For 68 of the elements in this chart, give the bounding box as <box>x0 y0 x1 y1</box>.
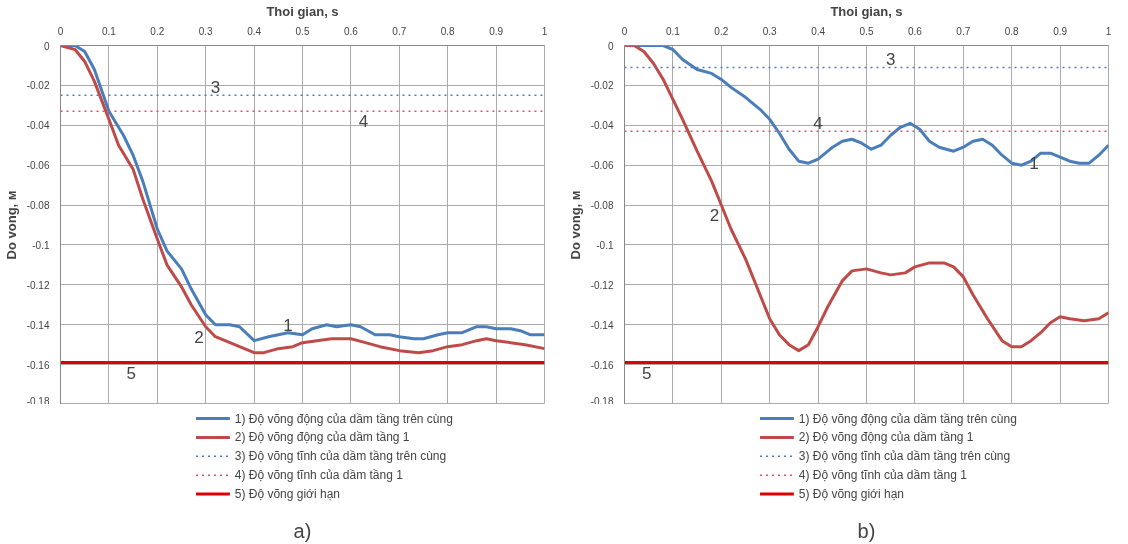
y-tick-label: -0.14 <box>26 319 50 331</box>
text: b) <box>857 519 876 542</box>
annotation: 5 <box>642 363 652 383</box>
x-tick-label: 0.1 <box>101 25 117 37</box>
y-tick-label: -0.06 <box>590 160 614 172</box>
text: a) <box>293 519 312 542</box>
x-tick-label: 0 <box>57 25 64 37</box>
x-tick-label: 0.6 <box>343 25 359 37</box>
x-tick-label: 0.4 <box>247 25 262 37</box>
x-tick-label: 0.5 <box>295 25 310 37</box>
x-tick-label: 0.8 <box>440 25 456 37</box>
y-tick-label: -0.18 <box>590 395 614 407</box>
legend-label: 3) Độ võng tĩnh của dầm tầng trên cùng <box>234 449 447 464</box>
y-tick-label: -0.04 <box>590 120 614 132</box>
annotation: 2 <box>194 327 204 347</box>
x-tick-label: 0.9 <box>1053 25 1068 37</box>
y-tick-label: -0.12 <box>590 279 614 291</box>
legend-label: 5) Độ võng giới hạn <box>234 487 341 502</box>
x-tick-label: 0.3 <box>762 25 778 37</box>
y-tick-label: -0.1 <box>32 239 50 251</box>
legend-label: 2) Độ võng động của dầm tầng 1 <box>798 430 974 445</box>
y-axis-title: Do vong, м <box>567 190 583 260</box>
x-tick-label: 0.7 <box>956 25 971 37</box>
x-tick-label: 0.4 <box>811 25 826 37</box>
legend-label: 4) Độ võng tĩnh của dầm tầng 1 <box>234 468 404 483</box>
y-tick-label: -0.04 <box>26 120 50 132</box>
legend-label: 5) Độ võng giới hạn <box>798 487 905 502</box>
annotation: 3 <box>210 78 221 98</box>
annotation: 1 <box>283 315 293 335</box>
x-axis-title: Thoi gian, s <box>830 3 903 19</box>
annotation: 3 <box>885 50 896 70</box>
y-tick-label: -0.1 <box>596 239 614 251</box>
x-tick-label: 0.5 <box>859 25 874 37</box>
y-tick-label: -0.06 <box>26 160 50 172</box>
legend-label: 4) Độ võng tĩnh của dầm tầng 1 <box>798 468 968 483</box>
x-tick-label: 0.2 <box>714 25 729 37</box>
y-tick-label: -0.02 <box>26 80 50 92</box>
legend-label: 3) Độ võng tĩnh của dầm tầng trên cùng <box>798 449 1011 464</box>
annotation: 1 <box>1029 154 1039 174</box>
legend-label: 1) Độ võng động của dầm tầng trên cùng <box>234 411 453 426</box>
y-tick-label: -0.12 <box>26 279 50 291</box>
y-tick-label: -0.08 <box>26 200 50 212</box>
x-axis-title: Thoi gian, s <box>266 3 339 19</box>
y-tick-label: -0.08 <box>590 200 614 212</box>
y-tick-label: 0 <box>607 40 614 52</box>
x-tick-label: 0 <box>621 25 628 37</box>
annotation: 4 <box>813 114 823 134</box>
x-tick-label: 0.9 <box>489 25 504 37</box>
y-tick-label: 0 <box>43 40 50 52</box>
legend-label: 2) Độ võng động của dầm tầng 1 <box>234 430 410 445</box>
annotation: 4 <box>358 112 369 132</box>
x-tick-label: 0.3 <box>198 25 214 37</box>
x-tick-label: 0.8 <box>1004 25 1020 37</box>
annotation: 5 <box>126 363 136 383</box>
x-tick-label: 1 <box>1105 25 1112 37</box>
y-tick-label: -0.16 <box>590 359 614 371</box>
y-axis-title: Do vong, м <box>3 190 19 260</box>
x-tick-label: 0.2 <box>150 25 165 37</box>
y-tick-label: -0.18 <box>26 395 50 407</box>
x-tick-label: 0.6 <box>907 25 923 37</box>
y-tick-label: -0.14 <box>590 319 614 331</box>
x-tick-label: 0.7 <box>392 25 407 37</box>
x-tick-label: 0.1 <box>665 25 681 37</box>
annotation: 2 <box>709 206 720 226</box>
y-tick-label: -0.02 <box>590 80 614 92</box>
x-tick-label: 1 <box>541 25 548 37</box>
y-tick-label: -0.16 <box>26 359 50 371</box>
legend-label: 1) Độ võng động của dầm tầng trên cùng <box>798 411 1017 426</box>
